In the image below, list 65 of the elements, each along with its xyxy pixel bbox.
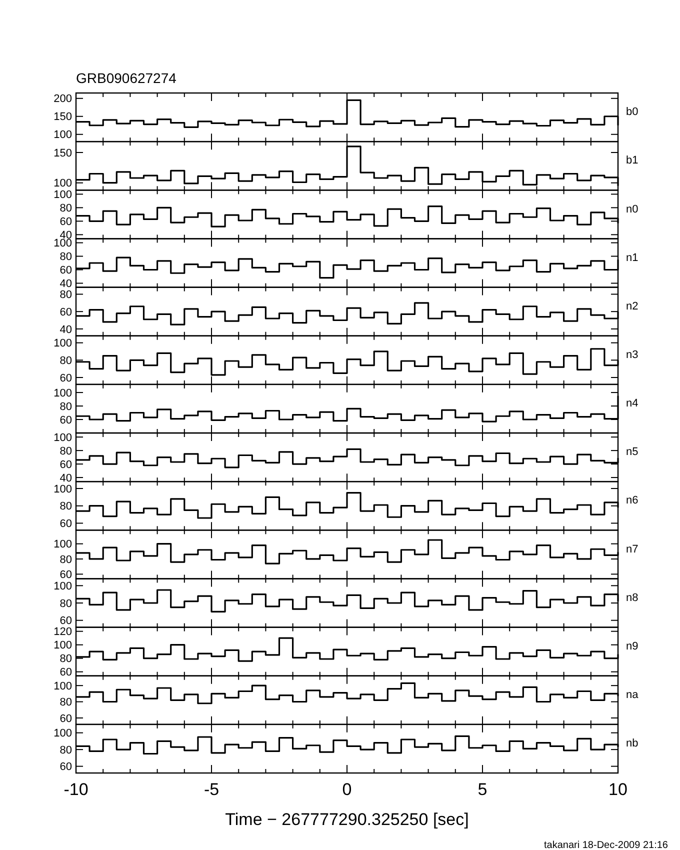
y-tick-label: 60 — [60, 712, 72, 725]
y-tick-label: 60 — [60, 372, 72, 384]
y-tick-label: 150 — [54, 111, 72, 124]
y-tick-label: 60 — [60, 414, 72, 426]
y-tick-label: 80 — [60, 500, 72, 513]
y-axis-title: b1 — [626, 154, 638, 167]
y-tick-label: 60 — [60, 264, 72, 277]
y-axis-title: n3 — [626, 348, 638, 361]
y-tick-label: 40 — [60, 472, 72, 484]
y-tick-label: 100 — [54, 538, 72, 551]
y-tick-label: 60 — [60, 458, 72, 471]
y-tick-label: 100 — [54, 178, 72, 190]
x-tick-label: 0 — [342, 780, 352, 799]
y-tick-label: 40 — [60, 278, 72, 290]
y-tick-label: 200 — [54, 93, 72, 106]
y-axis-title: n9 — [626, 640, 638, 652]
y-tick-label: 100 — [54, 680, 72, 692]
y-tick-label: 60 — [60, 615, 72, 628]
y-tick-label: 80 — [60, 202, 72, 215]
x-tick-label: -10 — [64, 780, 88, 799]
y-axis-title: n5 — [626, 446, 638, 458]
y-axis-title: nb — [626, 738, 638, 750]
y-tick-label: 100 — [54, 640, 72, 652]
y-tick-label: 80 — [60, 554, 72, 566]
y-tick-label: 80 — [60, 445, 72, 458]
y-tick-label: 40 — [60, 324, 72, 336]
y-tick-label: 60 — [60, 518, 72, 530]
x-tick-label: 10 — [608, 780, 628, 799]
y-axis-title: n0 — [626, 203, 638, 216]
y-tick-label: 80 — [60, 598, 72, 610]
y-tick-label: 60 — [60, 666, 72, 679]
y-tick-label: 100 — [54, 432, 72, 444]
y-tick-label: 100 — [54, 580, 72, 593]
y-tick-label: 80 — [60, 653, 72, 666]
y-tick-label: 60 — [60, 216, 72, 228]
y-tick-label: 100 — [54, 338, 72, 350]
y-axis-title: n4 — [626, 398, 638, 410]
y-axis-title: n6 — [626, 494, 638, 507]
y-axis-title: n7 — [626, 543, 638, 556]
x-tick-label: -5 — [204, 780, 220, 799]
y-tick-label: 60 — [60, 569, 72, 582]
y-axis-title: b0 — [626, 106, 638, 118]
y-tick-label: 80 — [60, 744, 72, 756]
y-tick-label: 80 — [60, 696, 72, 709]
x-tick-label: 5 — [478, 780, 488, 799]
y-tick-label: 150 — [54, 147, 72, 160]
y-tick-label: 80 — [60, 354, 72, 367]
y-tick-label: 100 — [54, 129, 72, 142]
y-tick-label: 100 — [54, 483, 72, 496]
y-axis-title: n8 — [626, 592, 638, 604]
y-tick-label: 120 — [54, 626, 72, 638]
y-axis-title: na — [626, 688, 640, 701]
y-tick-label: 100 — [54, 387, 72, 400]
y-axis-title: n1 — [626, 252, 638, 264]
text: takanari 18-Dec-2009 21:16 — [544, 840, 668, 850]
y-tick-label: 60 — [60, 761, 72, 774]
y-axis-title: n2 — [626, 300, 638, 312]
x-axis-title: Time − 267777290.325250 [sec] — [225, 810, 469, 829]
y-tick-label: 60 — [60, 306, 72, 318]
y-tick-label: 80 — [60, 289, 72, 302]
y-tick-label: 80 — [60, 251, 72, 264]
y-tick-label: 100 — [54, 189, 72, 202]
y-tick-label: 80 — [60, 400, 72, 413]
chart-title: GRB090627274 — [76, 70, 177, 86]
y-tick-label: 100 — [54, 728, 72, 740]
